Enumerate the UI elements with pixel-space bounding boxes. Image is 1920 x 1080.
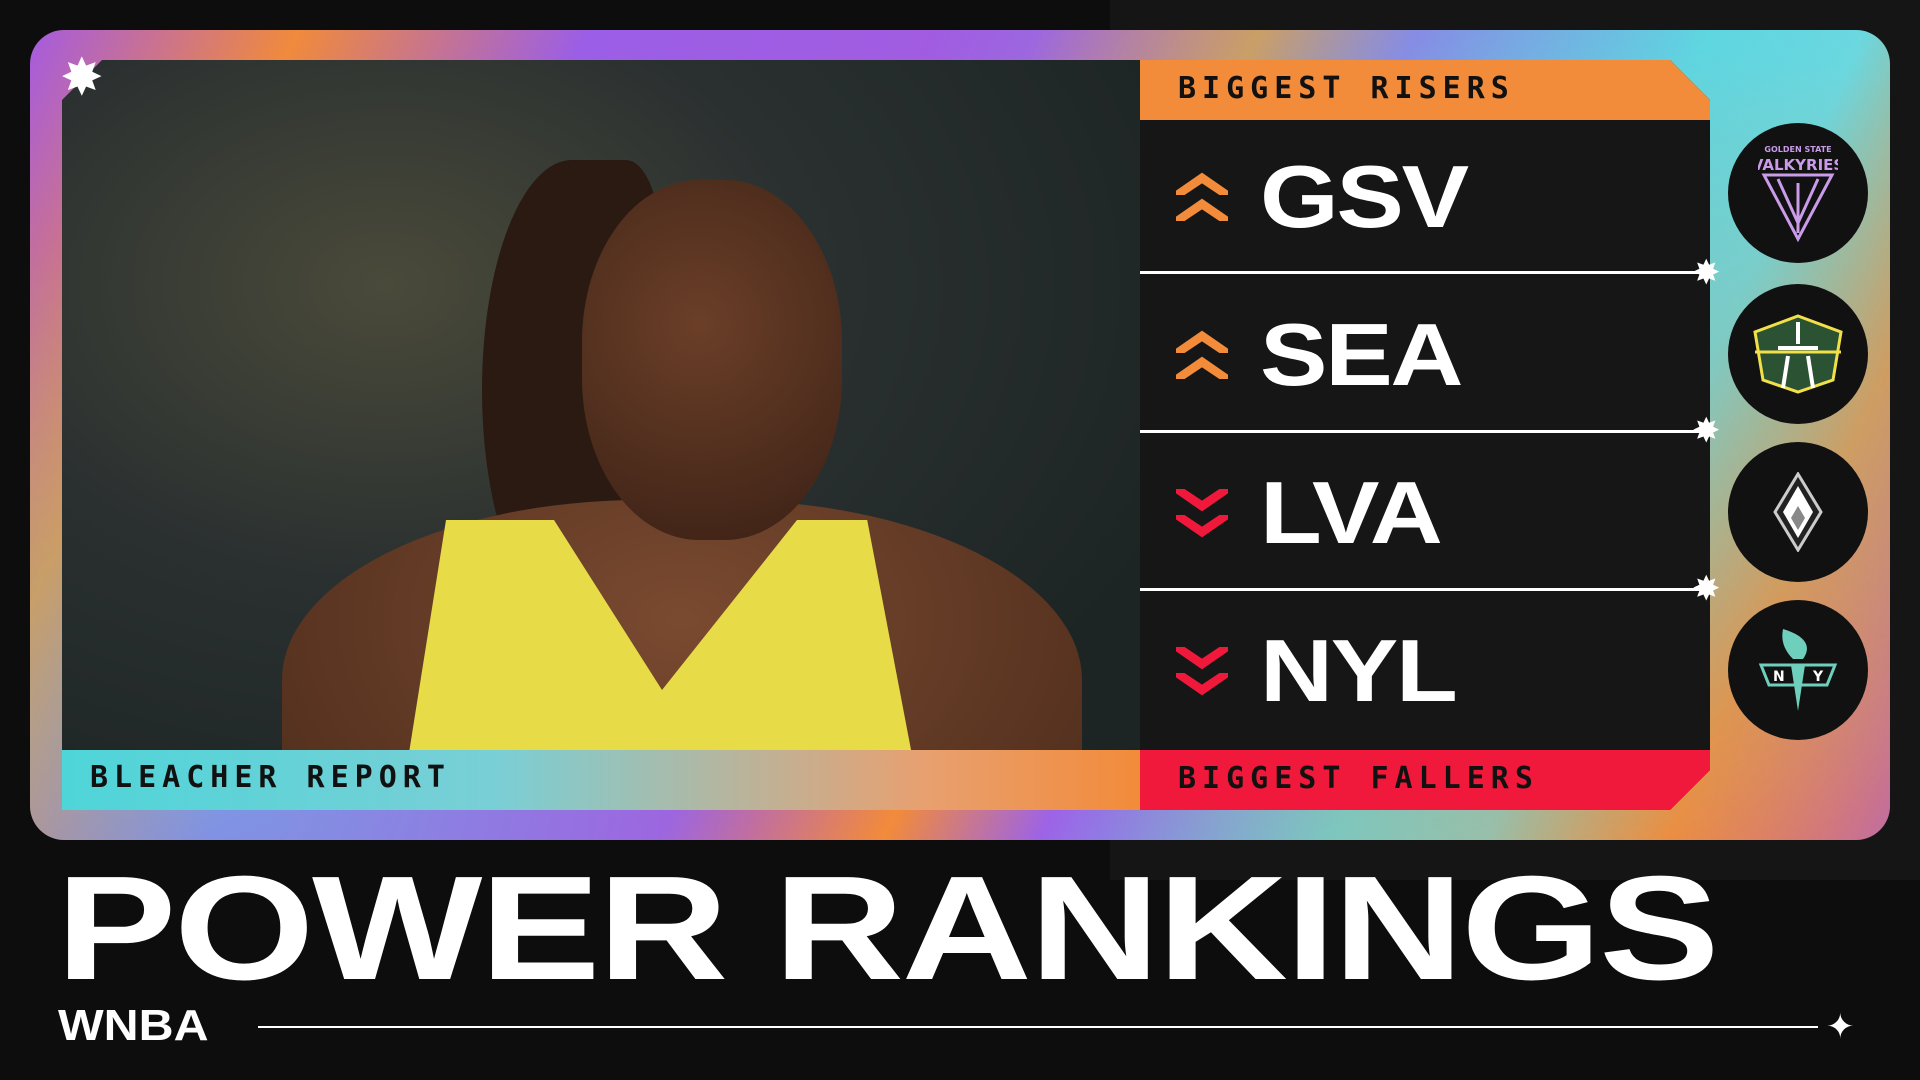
sparkle-icon: ✸ xyxy=(1692,253,1721,293)
double-chevron-up-icon xyxy=(1176,330,1228,379)
team-abbr: GSV xyxy=(1260,147,1469,246)
svg-text:N: N xyxy=(1773,669,1785,685)
sparkle-icon: ✸ xyxy=(1692,569,1721,609)
sparkle-icon: ✸ xyxy=(1692,411,1721,451)
liberty-logo-icon: N Y xyxy=(1758,629,1838,711)
team-abbr: NYL xyxy=(1260,621,1458,720)
aces-logo xyxy=(1728,442,1868,582)
team-abbr: SEA xyxy=(1260,305,1463,404)
player-photo: BLEACHER REPORT xyxy=(62,60,1140,810)
double-chevron-up-icon xyxy=(1176,172,1228,221)
sparkle-icon: ✦ xyxy=(1826,1007,1855,1047)
league-label: WNBA xyxy=(58,1001,209,1050)
svg-text:GOLDEN STATE: GOLDEN STATE xyxy=(1764,145,1831,154)
svg-text:Y: Y xyxy=(1812,669,1824,685)
aces-logo-icon xyxy=(1773,472,1823,552)
risers-header: BIGGEST RISERS xyxy=(1140,60,1710,120)
valkyries-logo-icon: GOLDEN STATE VALKYRIES xyxy=(1758,145,1838,243)
team-row: SEA xyxy=(1140,276,1710,434)
team-row: NYL xyxy=(1140,592,1710,750)
row-divider xyxy=(1140,271,1710,274)
page-title: POWER RANKINGS xyxy=(56,846,1720,1011)
svg-text:VALKYRIES: VALKYRIES xyxy=(1758,156,1838,174)
storm-logo xyxy=(1728,284,1868,424)
valkyries-logo: GOLDEN STATE VALKYRIES xyxy=(1728,123,1868,263)
row-divider xyxy=(1140,588,1710,591)
brand-label: BLEACHER REPORT xyxy=(62,750,1140,810)
team-row: LVA xyxy=(1140,434,1710,592)
rankings-panel: BIGGEST RISERS GSV SEA LVA NYL BIGGEST F… xyxy=(1140,60,1710,810)
double-chevron-down-icon xyxy=(1176,489,1228,538)
photo-head xyxy=(582,180,842,540)
row-divider xyxy=(1140,430,1710,433)
storm-logo-icon xyxy=(1753,314,1843,394)
team-row: GSV xyxy=(1140,118,1710,276)
fallers-header: BIGGEST FALLERS xyxy=(1140,750,1710,810)
sparkle-icon: ✸ xyxy=(60,48,104,108)
double-chevron-down-icon xyxy=(1176,647,1228,696)
liberty-logo: N Y xyxy=(1728,600,1868,740)
title-rule xyxy=(258,1026,1818,1028)
team-abbr: LVA xyxy=(1260,463,1443,562)
